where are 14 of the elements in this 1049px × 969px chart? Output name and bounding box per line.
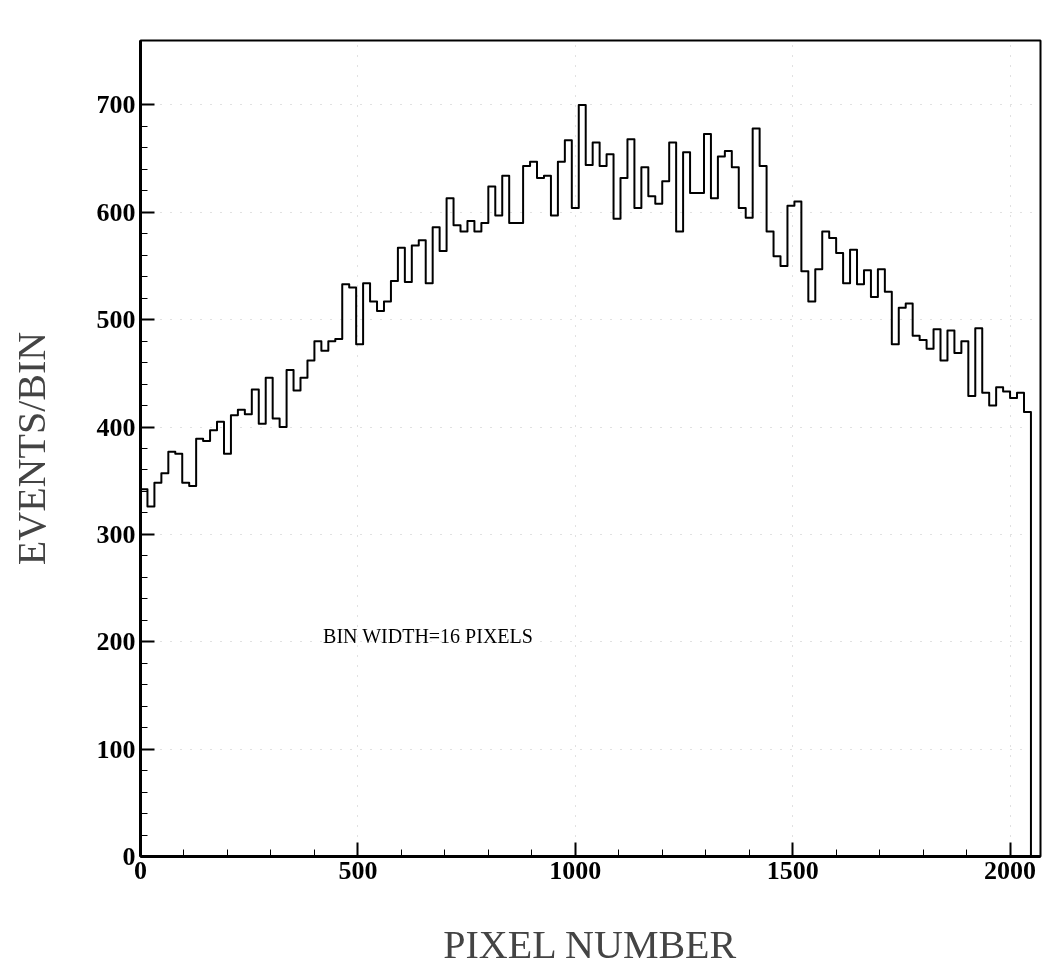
x-tick-label: 1000	[549, 855, 602, 885]
y-axis-title: EVENTS/BIN	[8, 331, 54, 566]
x-tick-label: 2000	[984, 855, 1037, 885]
x-axis-title: PIXEL NUMBER	[443, 921, 737, 967]
x-tick-label: 500	[338, 855, 378, 885]
y-tick-label: 500	[96, 305, 136, 335]
y-tick-label: 100	[96, 734, 136, 764]
y-tick-label: 200	[96, 627, 136, 657]
y-tick-label: 400	[96, 412, 136, 442]
annotation: BIN WIDTH=16 PIXELS	[323, 625, 533, 648]
y-tick-label: 300	[96, 519, 136, 549]
y-tick-label: 700	[96, 90, 136, 120]
x-tick-label: 1500	[766, 855, 819, 885]
y-tick-label: 600	[96, 197, 136, 227]
